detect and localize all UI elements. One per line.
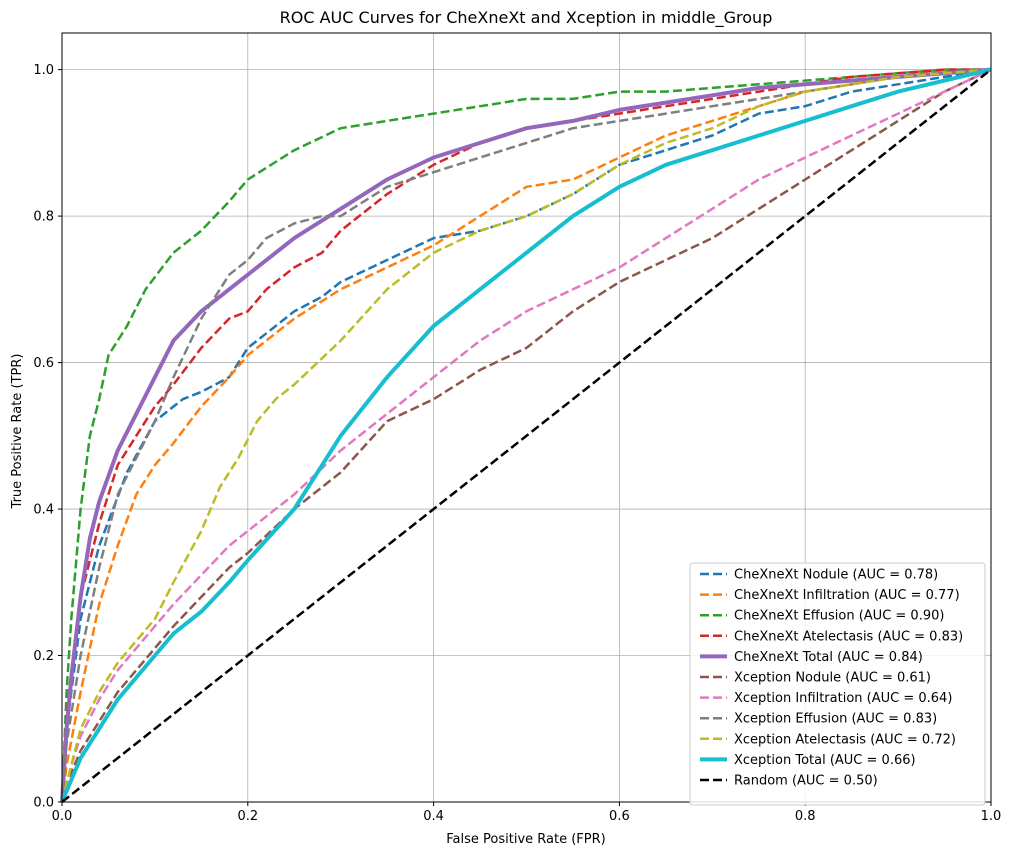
grid xyxy=(61,33,992,803)
y-tick-label: 0.6 xyxy=(33,356,54,371)
y-tick-label: 0.0 xyxy=(33,796,54,811)
x-tick-label: 1.0 xyxy=(981,809,1002,824)
series-line-5 xyxy=(60,67,992,803)
x-tick-label: 0.2 xyxy=(237,809,258,824)
series-line-4 xyxy=(60,68,991,803)
series-line-3 xyxy=(60,68,991,803)
legend-label: Xception Total (AUC = 0.66) xyxy=(734,753,916,768)
legend-label: Xception Nodule (AUC = 0.61) xyxy=(734,671,931,686)
plot-lines xyxy=(60,67,992,803)
x-tick-label: 0.0 xyxy=(52,809,73,824)
series-line-10 xyxy=(60,67,992,803)
legend-label: Xception Effusion (AUC = 0.83) xyxy=(734,712,937,727)
y-axis-label: True Positive Rate (TPR) xyxy=(10,354,25,510)
y-tick-label: 1.0 xyxy=(33,63,54,78)
axis-ticks: 0.0 0.2 0.4 0.6 0.8 1.0 0.0 0.2 0.4 0.6 0.8 1.0 xyxy=(33,63,1001,824)
series-line-9 xyxy=(60,68,992,803)
series-line-7 xyxy=(60,68,992,803)
y-tick-label: 0.2 xyxy=(33,649,54,664)
legend-label: CheXneXt Effusion (AUC = 0.90) xyxy=(734,609,944,624)
series-line-11 xyxy=(61,68,992,803)
legend-label: CheXneXt Nodule (AUC = 0.78) xyxy=(734,568,938,583)
series-line-6 xyxy=(60,68,992,803)
legend-label: Random (AUC = 0.50) xyxy=(734,774,878,789)
y-tick-label: 0.8 xyxy=(33,210,54,225)
plot-frame xyxy=(61,32,992,803)
legend-label: CheXneXt Total (AUC = 0.84) xyxy=(734,650,923,665)
legend: CheXneXt Nodule (AUC = 0.78) CheXneXt Inf… xyxy=(689,562,986,806)
legend-box xyxy=(689,562,986,806)
legend-label: Xception Infiltration (AUC = 0.64) xyxy=(734,691,952,706)
series-line-2 xyxy=(60,68,991,803)
legend-label: CheXneXt Atelectasis (AUC = 0.83) xyxy=(734,629,963,644)
x-tick-label: 0.8 xyxy=(795,809,816,824)
legend-label: CheXneXt Infiltration (AUC = 0.77) xyxy=(734,588,960,603)
x-tick-label: 0.6 xyxy=(609,809,630,824)
x-axis-label: False Positive Rate (FPR) xyxy=(446,832,605,847)
x-tick-label: 0.4 xyxy=(423,809,444,824)
y-tick-label: 0.4 xyxy=(33,503,54,518)
series-line-8 xyxy=(60,68,992,803)
legend-label: Xception Atelectasis (AUC = 0.72) xyxy=(734,732,956,747)
chart-title: ROC AUC Curves for CheXneXt and Xception… xyxy=(280,8,773,28)
